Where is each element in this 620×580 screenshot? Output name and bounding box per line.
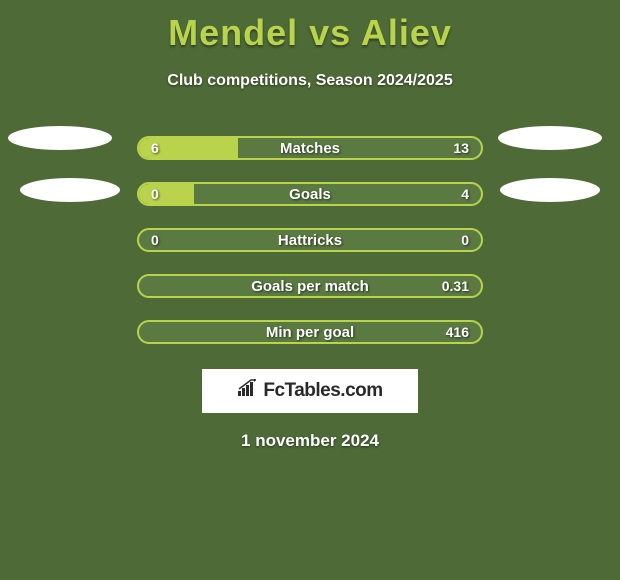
stat-bar: 0 Hattricks 0	[137, 228, 483, 252]
stat-bar: 0 Goals 4	[137, 182, 483, 206]
stat-label: Min per goal	[266, 324, 354, 341]
stat-row-goals: 0 Goals 4	[0, 171, 620, 217]
stat-bar: Goals per match 0.31	[137, 274, 483, 298]
stat-right-value: 416	[446, 324, 469, 340]
stat-bar-fill	[139, 184, 194, 204]
stat-row-matches: 6 Matches 13	[0, 125, 620, 171]
stat-label: Matches	[280, 140, 340, 157]
stat-bar: 6 Matches 13	[137, 136, 483, 160]
stat-row-min-per-goal: Min per goal 416	[0, 309, 620, 355]
stat-right-value: 0.31	[442, 278, 469, 294]
stat-right-value: 13	[453, 140, 469, 156]
logo-text: FcTables.com	[263, 380, 382, 402]
stat-label: Hattricks	[278, 232, 342, 249]
stat-left-value: 0	[151, 232, 159, 248]
stat-right-value: 4	[461, 186, 469, 202]
stat-label: Goals per match	[251, 278, 369, 295]
logo: FcTables.com	[237, 379, 382, 403]
stat-bar: Min per goal 416	[137, 320, 483, 344]
stat-right-value: 0	[461, 232, 469, 248]
stat-left-value: 6	[151, 140, 159, 156]
stat-row-hattricks: 0 Hattricks 0	[0, 217, 620, 263]
chart-icon	[237, 379, 259, 403]
page-subtitle: Club competitions, Season 2024/2025	[0, 72, 620, 90]
stat-row-goals-per-match: Goals per match 0.31	[0, 263, 620, 309]
stat-label: Goals	[289, 186, 331, 203]
logo-box: FcTables.com	[202, 369, 418, 413]
stat-left-value: 0	[151, 186, 159, 202]
page-title: Mendel vs Aliev	[0, 0, 620, 54]
footer-date: 1 november 2024	[0, 431, 620, 451]
comparison-chart: 6 Matches 13 0 Goals 4 0 Hattricks 0 Goa…	[0, 125, 620, 355]
